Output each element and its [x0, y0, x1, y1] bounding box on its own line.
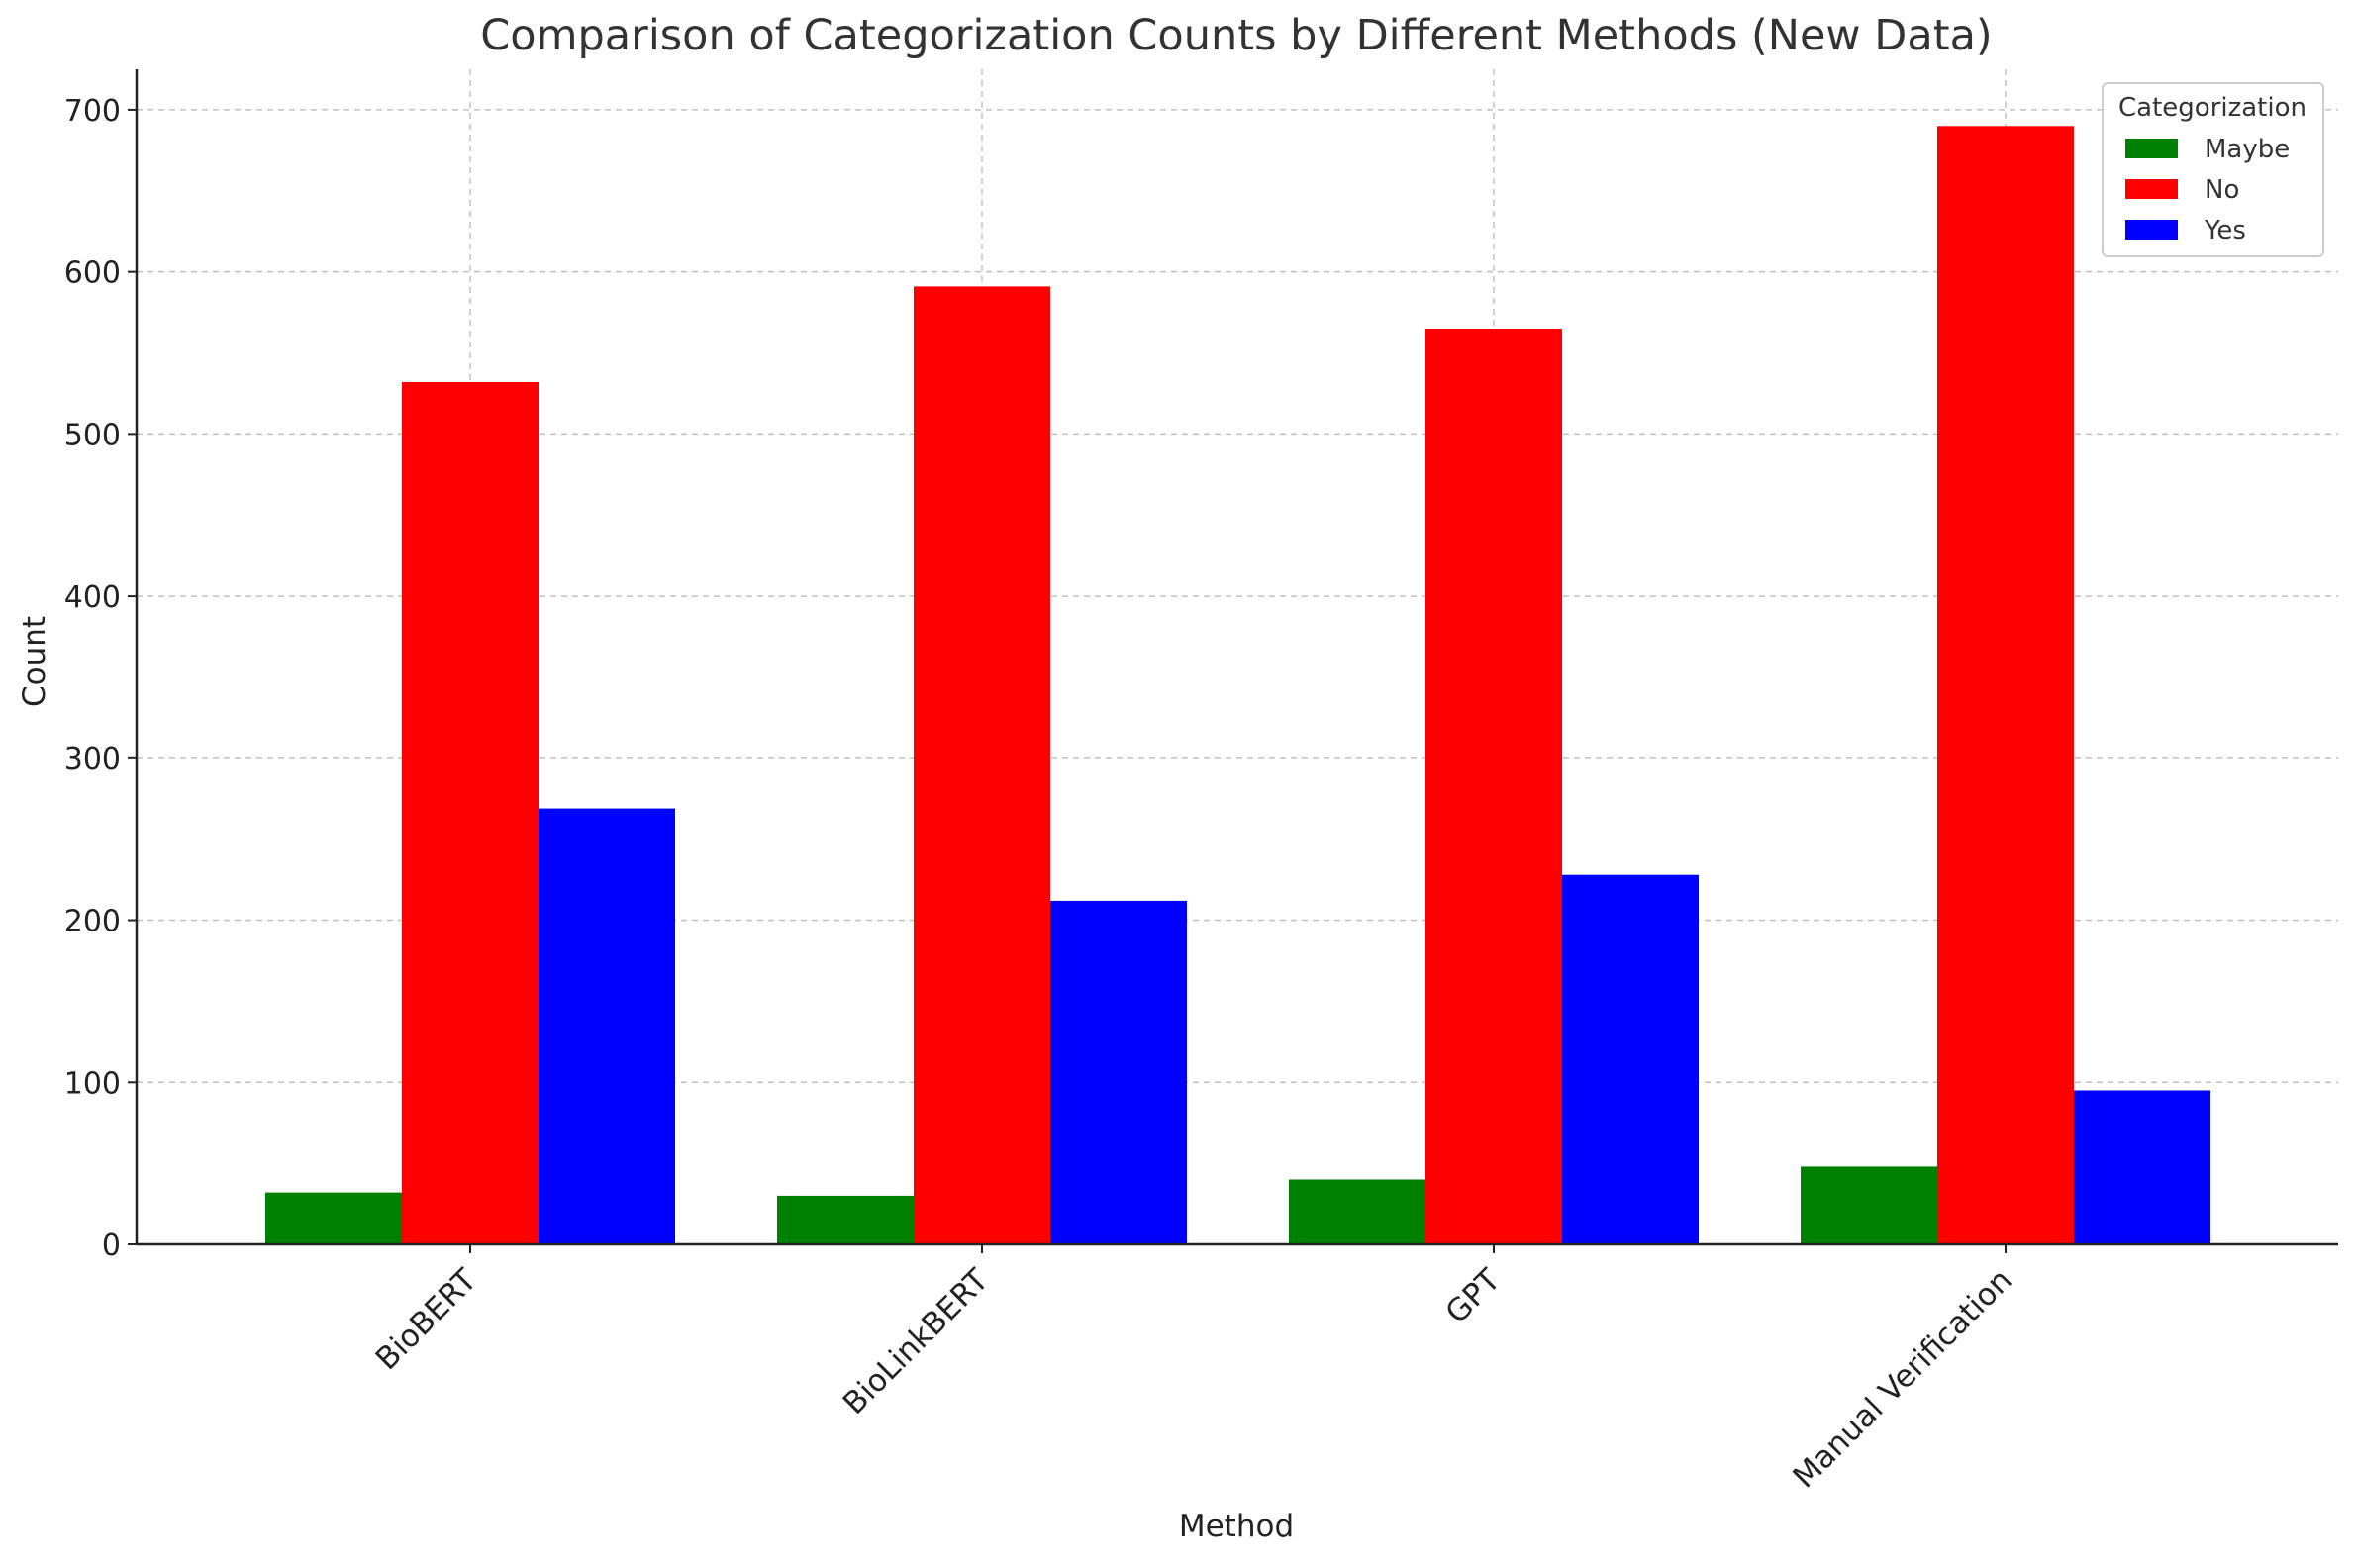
bar-yes-biolinkbert: [1050, 900, 1187, 1244]
legend-swatch-maybe: [2125, 139, 2178, 158]
bar-no-biolinkbert: [914, 286, 1050, 1244]
bar-no-gpt: [1425, 328, 1562, 1244]
bar-no-biobert: [402, 381, 539, 1245]
y-tick-label: 100: [64, 1066, 121, 1101]
bar-yes-manual-verification: [2074, 1090, 2210, 1244]
legend-label-maybe: Maybe: [2205, 135, 2290, 164]
legend-items: Maybe No Yes: [2125, 135, 2290, 245]
y-tick-label: 400: [64, 580, 121, 615]
legend-swatch-yes: [2125, 220, 2178, 240]
y-tick-label: 0: [102, 1228, 121, 1263]
chart-title: Comparison of Categorization Counts by D…: [480, 11, 1992, 60]
y-tick-label: 600: [64, 256, 121, 291]
bar-maybe-biolinkbert: [777, 1195, 914, 1244]
bar-maybe-manual-verification: [1801, 1166, 1937, 1244]
y-axis-label: Count: [17, 616, 52, 707]
bar-maybe-biobert: [265, 1192, 402, 1244]
y-tick-label: 300: [64, 742, 121, 777]
legend: Categorization Maybe No Yes: [2102, 82, 2324, 257]
legend-frame: [2102, 82, 2324, 257]
x-axis-label: Method: [1179, 1509, 1294, 1544]
y-tick-label: 200: [64, 905, 121, 939]
axes: [128, 69, 2338, 1253]
bars-group: [265, 126, 2210, 1245]
bar-yes-gpt: [1562, 874, 1699, 1244]
legend-label-yes: Yes: [2204, 216, 2246, 245]
y-tick-label: 500: [64, 418, 121, 452]
legend-title: Categorization: [2118, 93, 2306, 123]
y-tick-label: 700: [64, 94, 121, 129]
bar-no-manual-verification: [1937, 126, 2074, 1244]
bar-yes-biobert: [539, 808, 675, 1244]
bar-maybe-gpt: [1289, 1179, 1425, 1244]
legend-swatch-no: [2125, 179, 2178, 199]
legend-label-no: No: [2205, 175, 2239, 205]
